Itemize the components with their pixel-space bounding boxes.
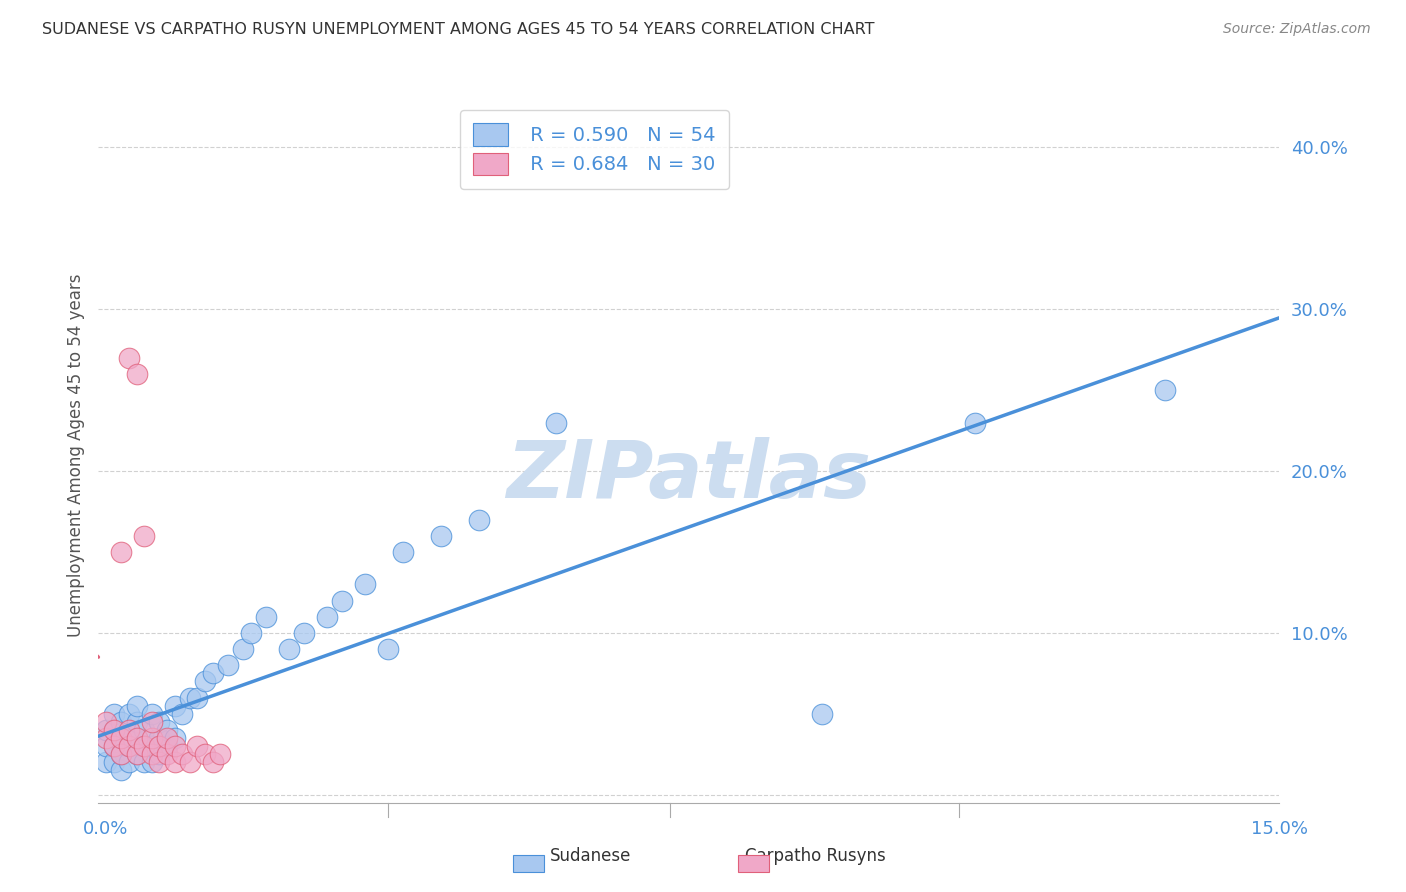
- Point: [118, 756, 141, 770]
- Point: [118, 723, 141, 737]
- Point: [172, 706, 194, 721]
- Point: [179, 756, 201, 770]
- Text: 0.0%: 0.0%: [83, 820, 128, 838]
- Point: [217, 658, 239, 673]
- Point: [201, 666, 224, 681]
- Point: [163, 739, 186, 754]
- Point: [141, 756, 163, 770]
- Point: [94, 714, 117, 729]
- Point: [103, 723, 125, 737]
- Point: [239, 626, 262, 640]
- Point: [148, 714, 170, 729]
- Y-axis label: Unemployment Among Ages 45 to 54 years: Unemployment Among Ages 45 to 54 years: [66, 273, 84, 637]
- Point: [201, 756, 224, 770]
- Text: Sudanese: Sudanese: [550, 847, 631, 865]
- Point: [148, 747, 170, 762]
- Point: [292, 626, 315, 640]
- Point: [134, 739, 156, 754]
- Point: [134, 723, 156, 737]
- Point: [110, 545, 132, 559]
- Point: [110, 747, 132, 762]
- Point: [156, 731, 179, 745]
- Point: [156, 723, 179, 737]
- Point: [94, 723, 117, 737]
- Point: [134, 739, 156, 754]
- Point: [148, 756, 170, 770]
- Legend:  R = 0.590   N = 54,  R = 0.684   N = 30: R = 0.590 N = 54, R = 0.684 N = 30: [460, 110, 730, 189]
- Point: [186, 690, 208, 705]
- Point: [148, 739, 170, 754]
- Point: [110, 731, 132, 745]
- Point: [354, 577, 377, 591]
- Point: [194, 747, 217, 762]
- Point: [118, 723, 141, 737]
- Point: [118, 351, 141, 365]
- Point: [141, 731, 163, 745]
- Point: [125, 367, 148, 381]
- Point: [179, 690, 201, 705]
- Point: [172, 747, 194, 762]
- Point: [110, 747, 132, 762]
- Point: [110, 731, 132, 745]
- Point: [316, 609, 339, 624]
- Point: [141, 706, 163, 721]
- Point: [103, 739, 125, 754]
- Point: [186, 739, 208, 754]
- Point: [94, 739, 117, 754]
- Point: [232, 642, 254, 657]
- Point: [377, 642, 399, 657]
- Point: [963, 416, 986, 430]
- Point: [125, 714, 148, 729]
- Text: SUDANESE VS CARPATHO RUSYN UNEMPLOYMENT AMONG AGES 45 TO 54 YEARS CORRELATION CH: SUDANESE VS CARPATHO RUSYN UNEMPLOYMENT …: [42, 22, 875, 37]
- Point: [156, 739, 179, 754]
- Point: [277, 642, 299, 657]
- Point: [209, 747, 232, 762]
- Point: [330, 593, 353, 607]
- Point: [134, 756, 156, 770]
- Text: Carpatho Rusyns: Carpatho Rusyns: [745, 847, 886, 865]
- Point: [163, 698, 186, 713]
- Text: ZIPatlas: ZIPatlas: [506, 437, 872, 515]
- Point: [141, 739, 163, 754]
- Point: [94, 756, 117, 770]
- Point: [1154, 383, 1177, 397]
- Point: [194, 674, 217, 689]
- Point: [118, 739, 141, 754]
- Point: [103, 723, 125, 737]
- Point: [254, 609, 277, 624]
- Point: [811, 706, 834, 721]
- Point: [118, 706, 141, 721]
- Point: [110, 764, 132, 778]
- Point: [544, 416, 567, 430]
- Point: [125, 698, 148, 713]
- Point: [118, 739, 141, 754]
- Point: [125, 731, 148, 745]
- Point: [163, 756, 186, 770]
- Point: [103, 706, 125, 721]
- Point: [141, 747, 163, 762]
- Point: [163, 731, 186, 745]
- Text: 15.0%: 15.0%: [1251, 820, 1308, 838]
- Point: [110, 714, 132, 729]
- Point: [156, 747, 179, 762]
- Point: [148, 731, 170, 745]
- Point: [125, 747, 148, 762]
- Point: [94, 731, 117, 745]
- Point: [468, 513, 491, 527]
- Point: [125, 731, 148, 745]
- Point: [430, 529, 453, 543]
- Point: [125, 747, 148, 762]
- Point: [141, 714, 163, 729]
- Point: [392, 545, 415, 559]
- Point: [103, 756, 125, 770]
- Text: Source: ZipAtlas.com: Source: ZipAtlas.com: [1223, 22, 1371, 37]
- Point: [134, 529, 156, 543]
- Point: [103, 739, 125, 754]
